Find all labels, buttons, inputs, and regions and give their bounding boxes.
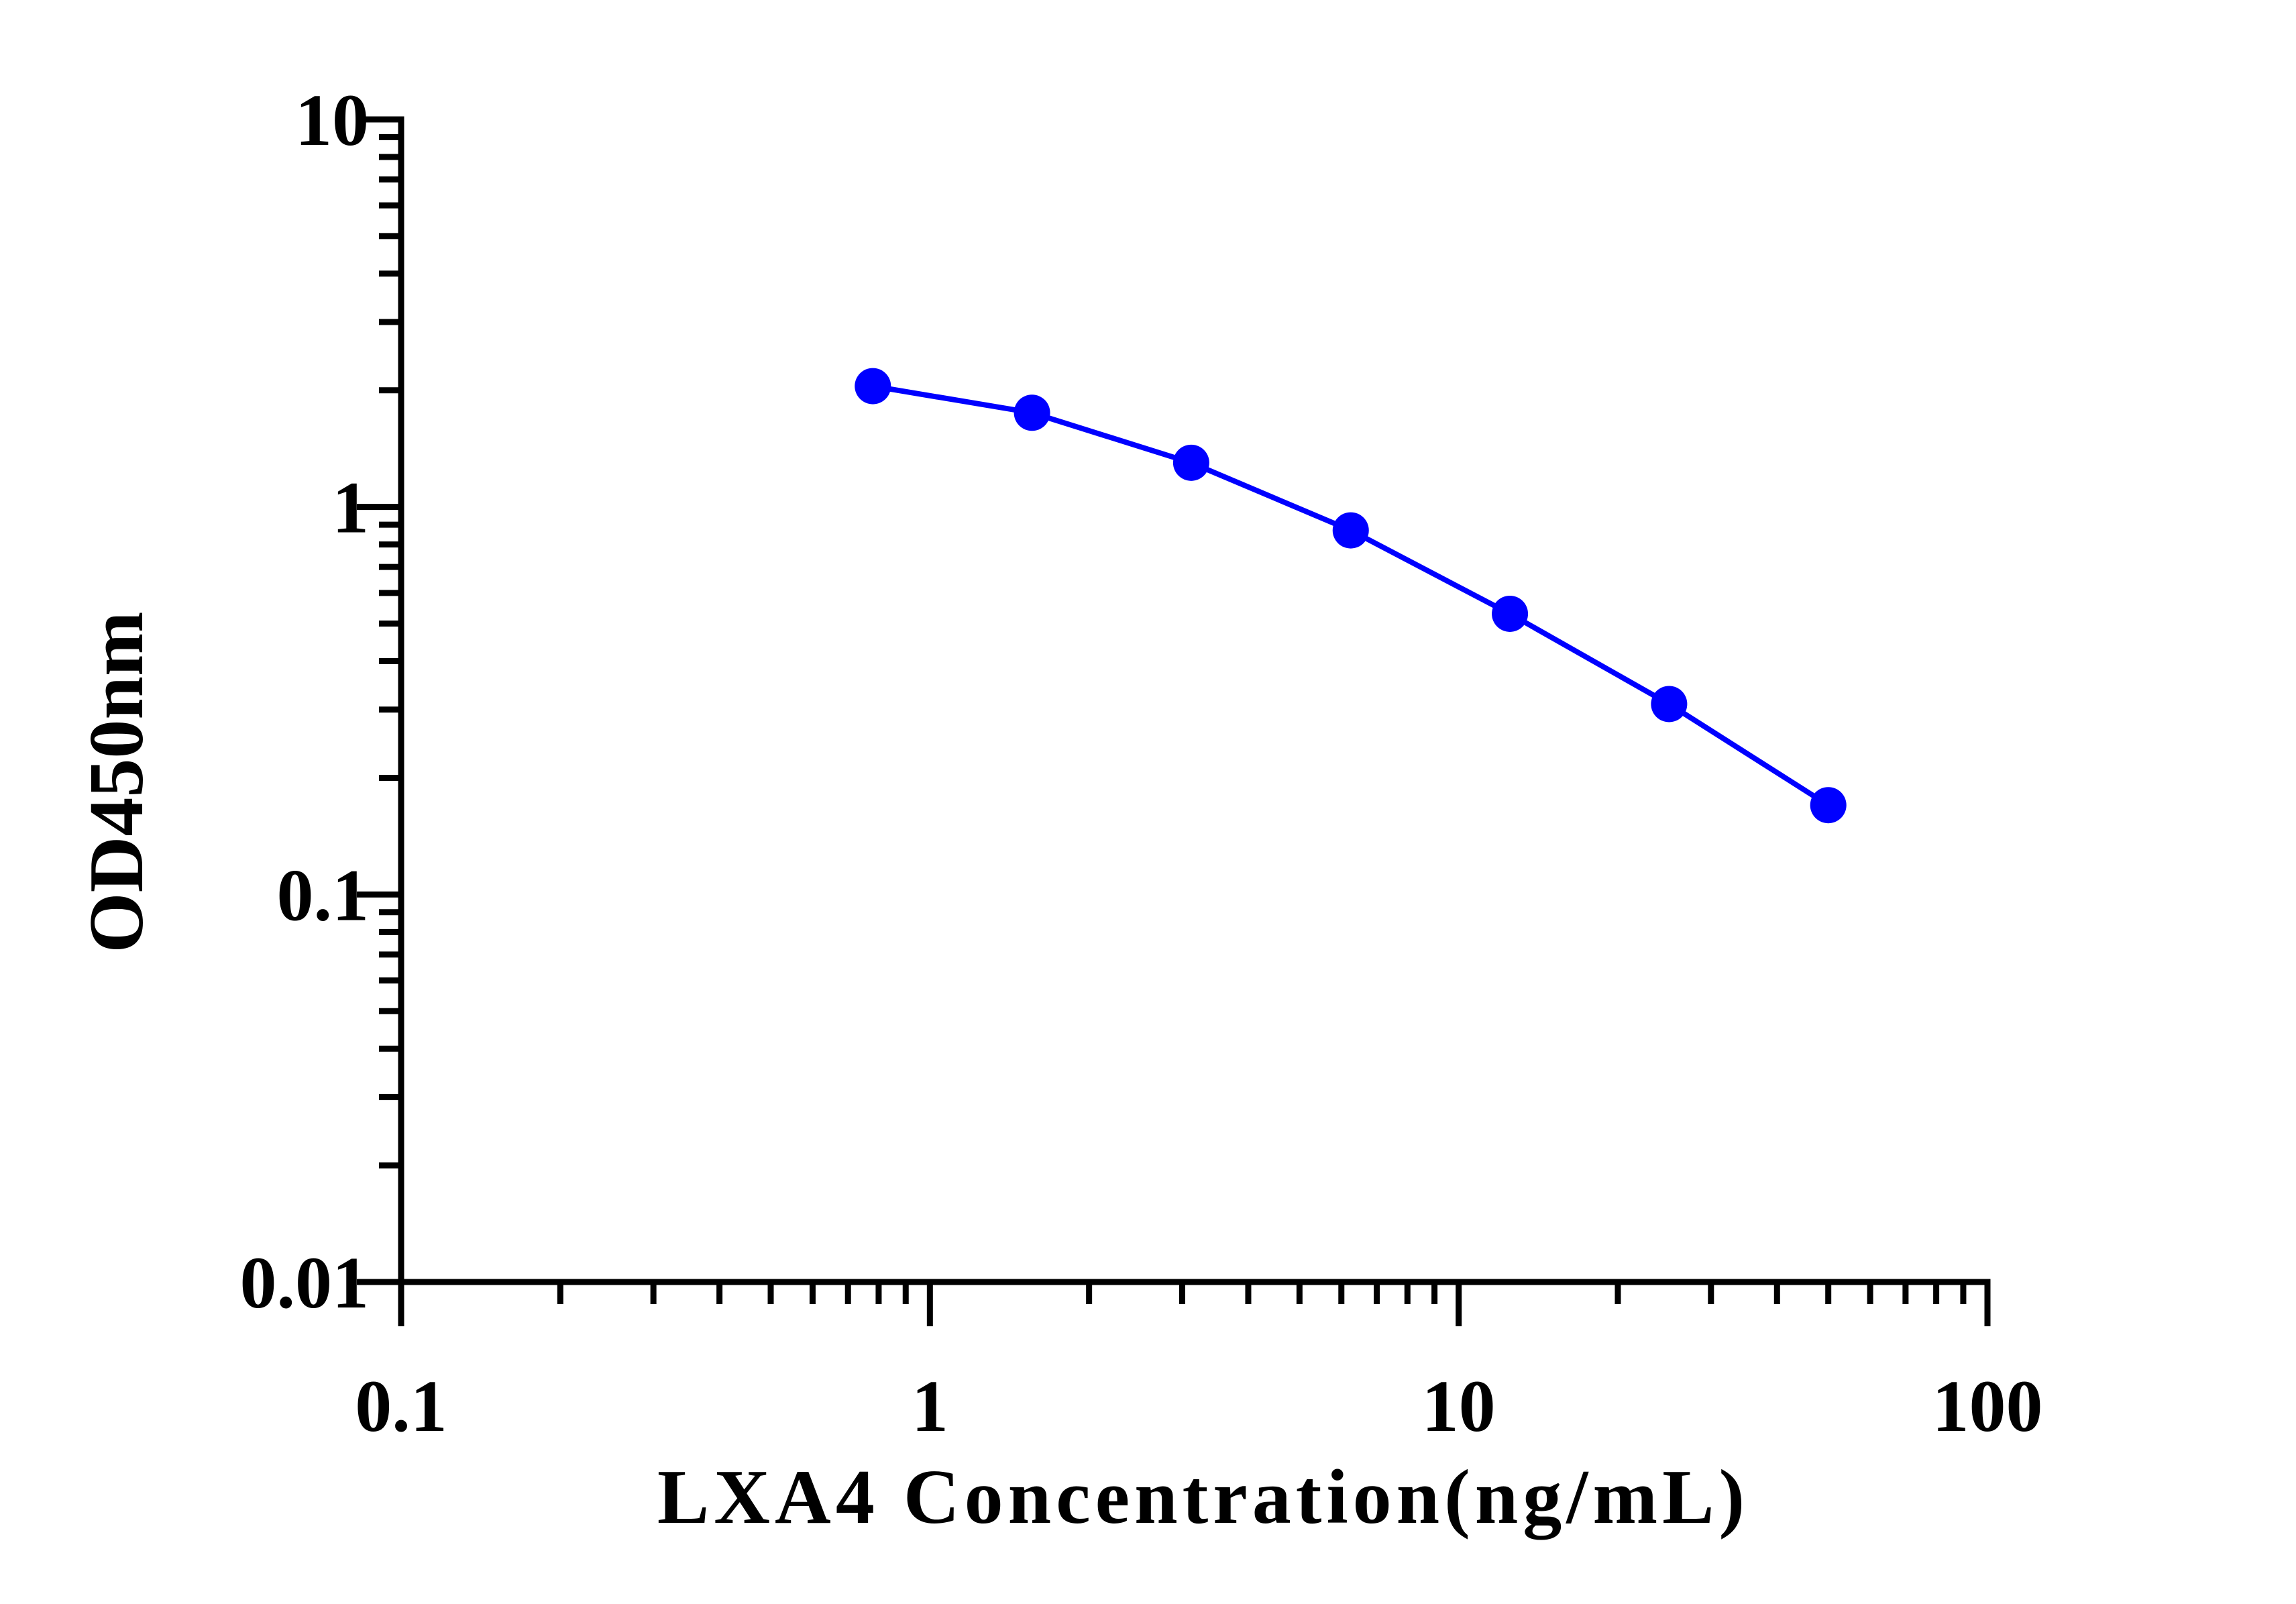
y-axis-label: OD450nm bbox=[74, 611, 160, 953]
data-point bbox=[1651, 686, 1688, 723]
x-tick-label: 0.1 bbox=[355, 1365, 447, 1447]
x-axis-label: LXA4 Concentration(ng/mL) bbox=[657, 1454, 1749, 1540]
y-tick-label: 0.01 bbox=[240, 1242, 370, 1324]
series bbox=[855, 368, 1847, 824]
x-tick-label: 1 bbox=[912, 1365, 948, 1447]
data-point bbox=[1810, 787, 1847, 824]
data-point bbox=[1172, 444, 1209, 481]
data-point bbox=[1332, 512, 1369, 549]
y-tick-label: 1 bbox=[332, 467, 369, 549]
axes bbox=[398, 116, 1991, 1285]
x-tick-label: 10 bbox=[1422, 1365, 1496, 1447]
y-tick-label: 10 bbox=[295, 79, 369, 161]
y-tick-label: 0.1 bbox=[277, 854, 370, 936]
x-tick-label: 100 bbox=[1932, 1365, 2043, 1447]
data-point bbox=[855, 368, 891, 405]
series-line bbox=[872, 383, 1830, 808]
data-point bbox=[1014, 394, 1050, 431]
data-point bbox=[1492, 595, 1529, 632]
ticks: 0.1 1 10 100 0.01 0.1 1 10 bbox=[240, 79, 2043, 1447]
